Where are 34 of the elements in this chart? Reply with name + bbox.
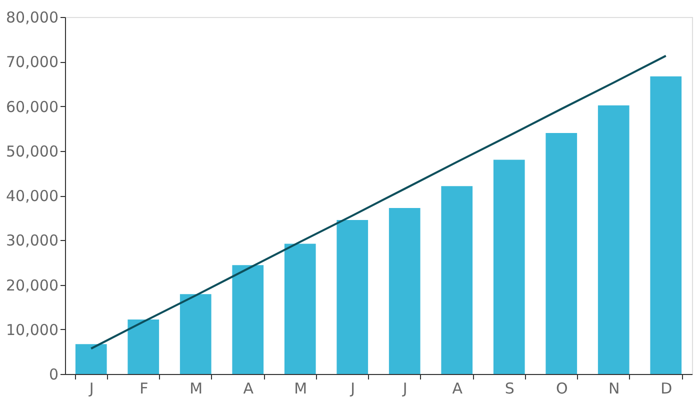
bar: [284, 244, 316, 374]
y-tick-label: 10,000: [6, 320, 58, 339]
bar: [232, 265, 264, 374]
y-tick-label: 20,000: [6, 276, 58, 294]
bar: [493, 160, 525, 374]
line-series: [90, 54, 667, 350]
x-tick-label: N: [608, 380, 620, 398]
bar: [441, 186, 473, 374]
x-tick-label: A: [243, 380, 254, 398]
bar: [388, 208, 420, 374]
x-tick-label: J: [402, 380, 408, 398]
bar: [128, 320, 160, 374]
y-tick-label: 40,000: [6, 187, 58, 205]
x-tick-label: J: [88, 380, 94, 398]
y-tick-label: 80,000: [6, 8, 58, 26]
x-tick-label: M: [294, 380, 308, 398]
bar: [75, 344, 107, 374]
y-tick-label: 50,000: [6, 142, 58, 160]
bar: [336, 220, 368, 374]
x-tick-label: F: [140, 380, 148, 398]
x-tick-label: J: [350, 380, 356, 398]
bar: [598, 105, 630, 374]
x-tick-label: M: [190, 380, 203, 398]
bar: [180, 294, 212, 374]
x-tick-label: S: [504, 380, 514, 398]
bar: [650, 76, 682, 374]
y-tick-label: 60,000: [6, 98, 58, 116]
x-tick-label: A: [452, 380, 464, 398]
x-tick-label: D: [660, 380, 672, 398]
y-tick-label: 30,000: [6, 232, 58, 250]
y-tick-label: 0: [48, 366, 58, 384]
bar: [546, 133, 578, 374]
x-tick-label: O: [556, 380, 568, 398]
y-tick-label: 70,000: [6, 53, 58, 72]
